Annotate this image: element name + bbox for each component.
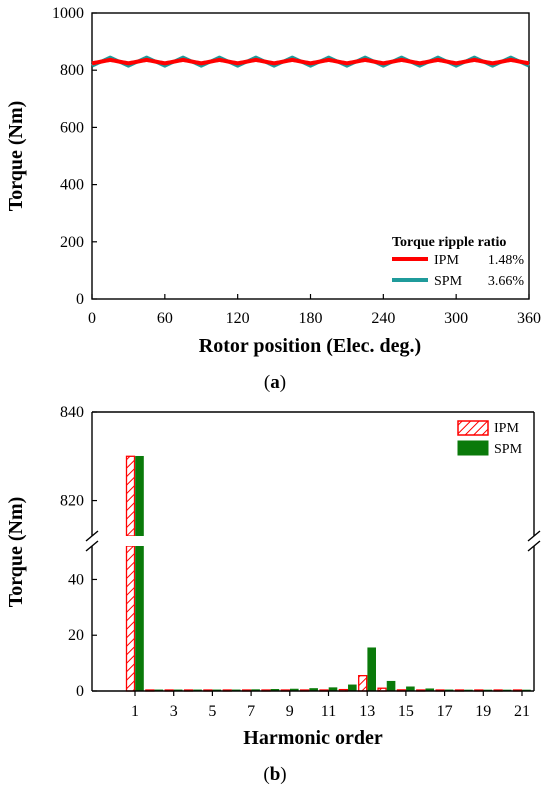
legend-swatch-ipm [457,420,489,436]
axis-break-mark-right-1 [527,530,541,542]
legend-label-ipm: IPM [434,253,459,268]
legend-title: Torque ripple ratio [392,235,506,250]
x-tick-label: 5 [208,703,216,720]
legend-label-spm: SPM [494,442,523,457]
y-axis-title: Torque (Nm) [5,497,27,608]
x-axis-title: Harmonic order [243,727,383,749]
torque-vs-rotor-position-chart: 0 60 120 180 240 300 360 0 200 400 600 800 1000 Roto… [5,5,541,393]
x-tick-label: 1 [131,703,139,720]
legend-value-ipm: 1.48% [488,253,525,268]
axis-break-mark-right-2 [527,540,541,552]
plot-frame [91,12,530,300]
x-tick-label: 7 [247,703,255,720]
x-tick-label: 360 [517,310,541,327]
x-tick-label: 0 [88,310,96,327]
y-tick-label: 400 [60,177,84,194]
x-tick-label: 13 [359,703,375,720]
legend-value-spm: 3.66% [488,274,525,289]
series-group [91,55,530,68]
bar-spm-h1 [135,545,144,692]
bar-ipm-h13 [358,675,368,692]
axis-break-mark-left-1 [85,530,99,542]
legend: Torque ripple ratio IPM 1.48% SPM 3.66% [392,235,524,289]
bars-group [125,455,531,692]
axis-ticks: 0 60 120 180 240 300 360 0 200 400 600 800 1000 [52,5,541,327]
x-tick-label: 9 [286,703,294,720]
y-tick-label: 600 [60,119,84,136]
bar-ipm-h1-upper [125,455,136,537]
y-axis-title: Torque (Nm) [5,101,27,212]
x-tick-label: 17 [437,703,453,720]
x-tick-label: 19 [475,703,491,720]
axis-break-gap [93,536,533,546]
bar-spm-h1-upper [135,455,144,537]
x-tick-label: 120 [226,310,250,327]
x-tick-label: 300 [444,310,468,327]
bar-spm-h13 [367,647,377,692]
x-tick-label: 11 [321,703,336,720]
caption-b: (b) [263,764,286,785]
series-line-ipm [91,57,530,66]
bar-spm-h12 [348,684,357,692]
x-tick-label: 3 [170,703,178,720]
x-tick-label: 180 [299,310,323,327]
x-axis-title: Rotor position (Elec. deg.) [199,335,421,357]
x-tick-label: 60 [157,310,173,327]
bar-spm-h14 [386,680,396,692]
y-tick-label: 840 [60,404,84,421]
y-tick-label: 200 [60,234,84,251]
y-tick-label: 0 [76,683,84,700]
y-tick-label: 1000 [52,5,84,22]
legend-label-spm: SPM [434,274,463,289]
caption-a: (a) [264,372,286,393]
y-tick-label: 40 [68,571,84,588]
x-tick-label: 240 [371,310,395,327]
bar-ipm-h1 [125,545,136,692]
legend-label-ipm: IPM [494,421,519,436]
legend: IPM SPM [457,420,523,457]
axis-break-mark-left-2 [85,540,99,552]
x-tick-label: 21 [514,703,530,720]
legend-swatch-spm [457,440,489,456]
y-tick-label: 0 [76,291,84,308]
y-tick-label: 20 [68,627,84,644]
y-tick-label: 820 [60,493,84,510]
series-line-spm [91,55,530,68]
x-tick-label: 15 [398,703,414,720]
y-tick-label: 800 [60,62,84,79]
